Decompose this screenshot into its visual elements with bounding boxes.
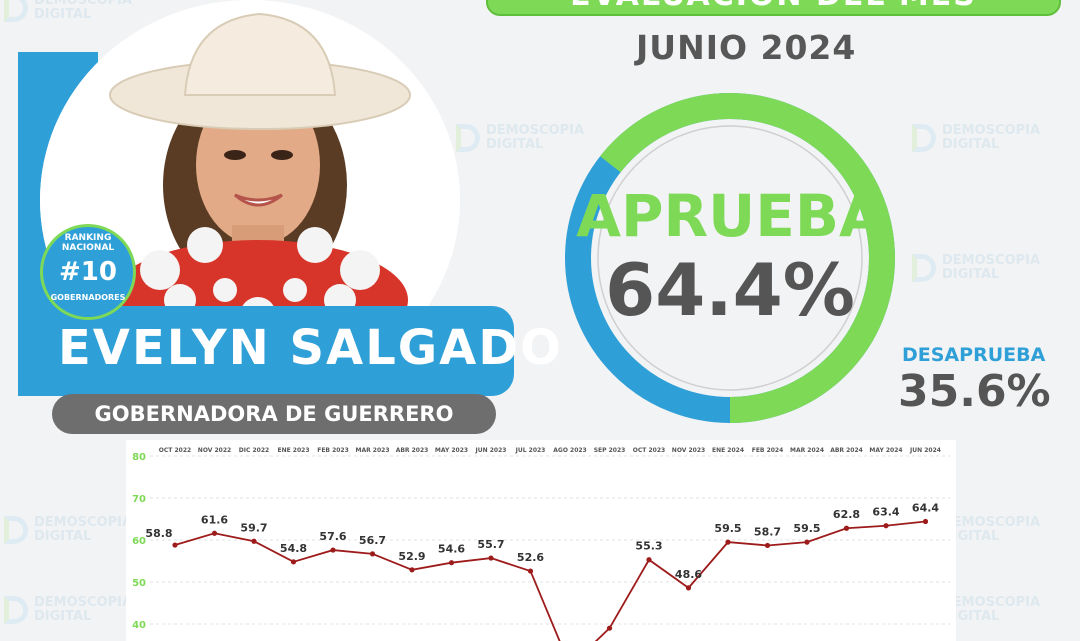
data-label: 63.4: [872, 506, 899, 519]
data-label: 48.6: [675, 568, 702, 581]
data-point: [330, 547, 336, 553]
data-point: [290, 559, 297, 565]
approve-label: APRUEBA: [576, 182, 884, 250]
x-tick-label: OCT 2022: [159, 447, 191, 454]
data-point: [251, 538, 257, 544]
data-point: [172, 542, 178, 548]
x-tick-label: ABR 2024: [830, 447, 863, 454]
data-label: 55.3: [635, 540, 662, 553]
x-tick-label: SEP 2023: [594, 447, 626, 454]
data-point: [883, 523, 889, 529]
disapprove-label: DESAPRUEBA: [902, 344, 1046, 366]
data-label: 59.5: [714, 522, 741, 535]
x-tick-label: JUL 2023: [515, 447, 546, 454]
data-label: 59.5: [793, 522, 820, 535]
data-point: [527, 568, 534, 574]
demoscopia-logo-icon: [912, 254, 936, 282]
data-point: [922, 518, 929, 525]
series-line: [174, 520, 926, 641]
data-point: [606, 625, 613, 631]
data-point: [211, 530, 218, 536]
watermark: DEMOSCOPIA DIGITAL: [912, 254, 1040, 282]
donut-inner-ring: [597, 125, 863, 391]
data-point: [448, 560, 455, 566]
y-tick-label: 70: [132, 494, 146, 505]
x-tick-label: OCT 2023: [633, 447, 665, 454]
x-tick-label: AGO 2023: [553, 447, 586, 454]
watermark: DEMOSCOPIA DIGITAL: [4, 0, 132, 22]
data-point: [646, 557, 652, 563]
data-point: [725, 539, 731, 545]
x-tick-label: FEB 2023: [317, 447, 349, 454]
watermark: DEMOSCOPIA DIGITAL: [4, 596, 132, 624]
data-label: 64.4: [912, 502, 939, 515]
x-tick-label: MAR 2024: [790, 447, 824, 454]
x-tick-label: ENE 2023: [277, 447, 309, 454]
x-tick-label: DIC 2022: [239, 447, 269, 454]
demoscopia-logo-icon: [4, 0, 28, 22]
y-tick-label: 50: [132, 578, 146, 589]
data-label: 52.9: [398, 550, 425, 563]
x-tick-label: NOV 2023: [672, 447, 705, 454]
data-label: 62.8: [833, 508, 860, 521]
data-label: 58.7: [754, 525, 781, 538]
data-label: 52.6: [517, 551, 544, 564]
data-label: 59.7: [240, 521, 267, 534]
data-point: [804, 539, 810, 545]
data-label: 54.8: [280, 542, 307, 555]
data-label: 55.7: [477, 538, 504, 551]
data-point: [685, 585, 692, 591]
demoscopia-logo-icon: [456, 124, 480, 152]
x-tick-label: FEB 2024: [752, 447, 784, 454]
demoscopia-logo-icon: [912, 124, 936, 152]
x-tick-label: MAR 2023: [355, 447, 389, 454]
watermark: DEMOSCOPIA DIGITAL: [456, 124, 584, 152]
ranking-badge: RANKING NACIONAL #10 GOBERNADORES: [40, 224, 136, 320]
data-point: [488, 555, 494, 561]
watermark: DEMOSCOPIA DIGITAL: [4, 516, 132, 544]
ranking-badge-subtitle: GOBERNADORES: [50, 293, 126, 302]
watermark: DEMOSCOPIA DIGITAL: [912, 124, 1040, 152]
data-label: 58.8: [145, 527, 172, 540]
data-label: 54.6: [438, 543, 465, 556]
governor-name: EVELYN SALGADO: [58, 320, 563, 376]
month-label: JUNIO 2024: [636, 28, 857, 67]
data-label: 56.7: [359, 534, 386, 547]
governor-role: GOBERNADORA DE GUERRERO: [52, 394, 496, 434]
y-tick-label: 80: [132, 452, 146, 463]
approval-donut: [565, 93, 895, 423]
name-bar: [18, 306, 514, 396]
y-tick-label: 60: [132, 536, 146, 547]
data-point: [369, 551, 376, 557]
x-tick-label: JUN 2024: [909, 447, 941, 454]
demoscopia-logo-icon: [4, 596, 28, 624]
disapprove-value: 35.6%: [898, 366, 1051, 417]
data-point: [843, 525, 850, 531]
data-label: 61.6: [201, 513, 228, 526]
approve-arc: [565, 93, 895, 423]
demoscopia-logo-icon: [4, 516, 28, 544]
x-tick-label: MAY 2023: [435, 447, 468, 454]
x-tick-label: MAY 2024: [869, 447, 902, 454]
ranking-badge-title: RANKING NACIONAL: [61, 233, 115, 253]
data-point: [409, 567, 415, 573]
data-point: [764, 542, 771, 549]
y-tick-label: 40: [132, 620, 146, 631]
x-tick-label: ENE 2024: [712, 447, 744, 454]
x-tick-label: ABR 2023: [396, 447, 429, 454]
x-tick-label: JUN 2023: [475, 447, 507, 454]
approve-value: 64.4%: [605, 248, 855, 332]
x-tick-label: NOV 2022: [198, 447, 231, 454]
data-label: 57.6: [319, 530, 346, 543]
ranking-number: #10: [59, 257, 117, 287]
